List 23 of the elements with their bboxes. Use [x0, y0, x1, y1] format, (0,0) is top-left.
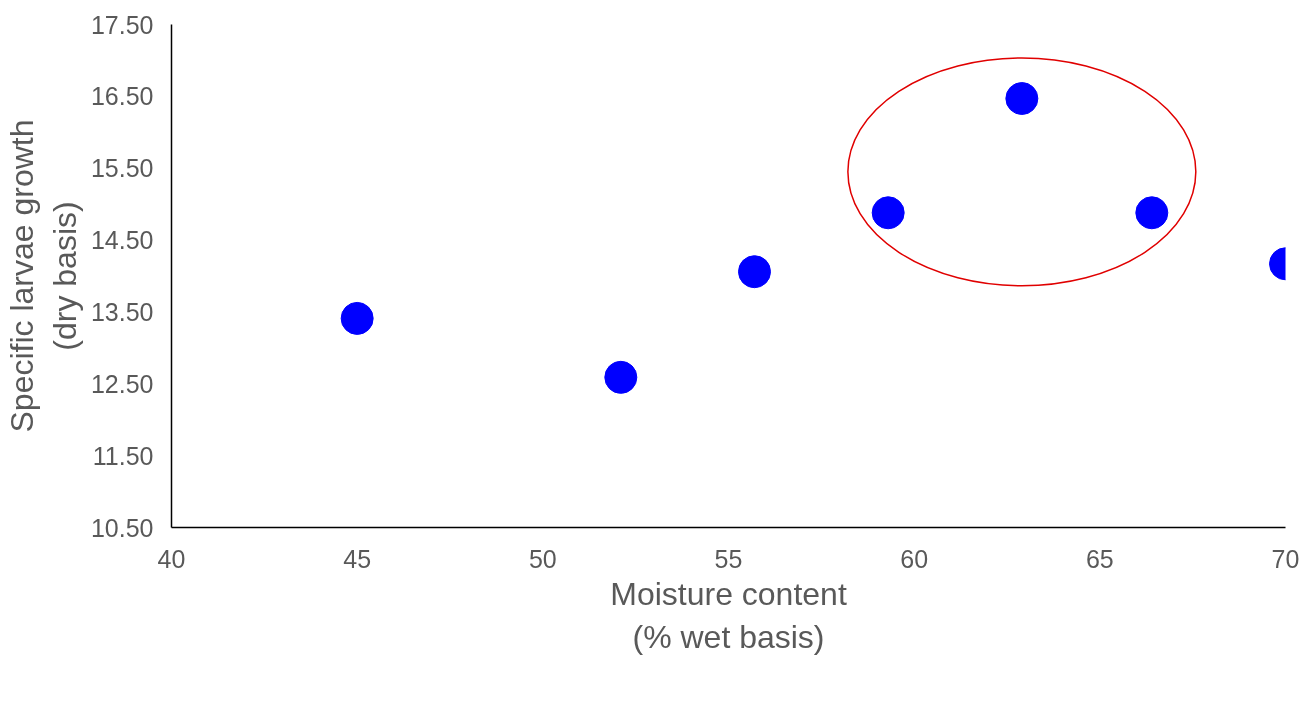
- x-tick-label: 50: [528, 544, 557, 573]
- point: [604, 360, 638, 394]
- x-tick-label: 40: [157, 544, 186, 573]
- point: [340, 301, 374, 335]
- y-tick-label: 12.50: [90, 369, 154, 398]
- y-axis-title: Specific larvae growth (dry basis): [3, 119, 83, 433]
- y-tick-label: 11.50: [92, 441, 154, 470]
- y-tick-label: 17.50: [90, 10, 154, 39]
- y-tick-label: 13.50: [90, 297, 154, 326]
- y-tick-label: 10.50: [90, 513, 154, 542]
- x-tick-label: 65: [1085, 544, 1114, 573]
- x-axis-title: Moisture content (% wet basis): [610, 575, 847, 655]
- x-tick-label: 70: [1271, 544, 1300, 573]
- x-tick-label: 60: [900, 544, 929, 573]
- x-tick-label: 55: [714, 544, 743, 573]
- point: [1135, 196, 1169, 230]
- y-tick-label: 15.50: [90, 154, 154, 183]
- point: [1005, 82, 1039, 115]
- point: [871, 196, 905, 230]
- y-tick-label: 16.50: [90, 82, 154, 111]
- point: [737, 255, 771, 289]
- x-tick-label: 45: [343, 544, 372, 573]
- y-tick-label: 14.50: [90, 226, 154, 255]
